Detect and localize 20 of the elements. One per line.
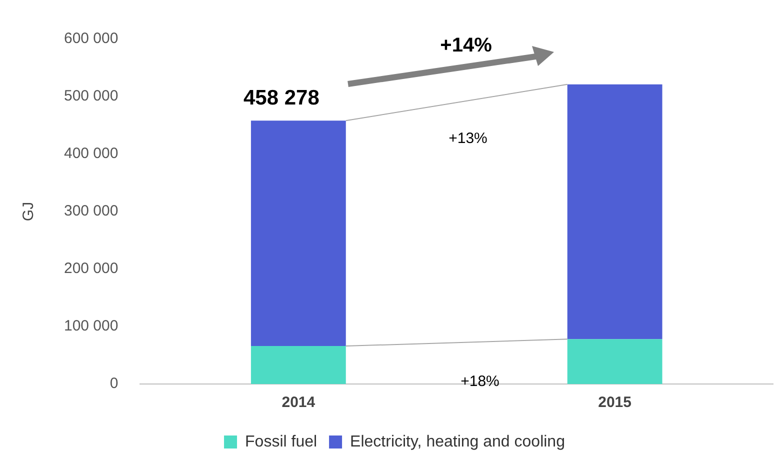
bar [567,84,662,340]
y-tick-label: 500 000 [64,88,118,105]
y-tick-label: 100 000 [64,318,118,335]
legend-label: Fossil fuel [245,433,318,450]
bar [250,120,346,346]
y-axis-title: GJ [20,202,38,222]
x-tick-label: 2014 [282,394,316,412]
bar [250,346,346,384]
y-tick-label: 0 [110,375,118,392]
x-tick-label: 2015 [598,394,632,412]
y-tick-label: 200 000 [64,260,118,278]
y-tick-label: 400 000 [64,145,118,162]
legend-label: Electricity, heating and cooling [350,433,565,450]
y-tick-label: 300 000 [64,202,118,220]
annotation: +13% [448,130,488,148]
annotation: 458 278 [243,86,320,110]
y-tick-label: 600 000 [64,30,118,48]
bar [567,339,662,384]
annotation: +18% [460,373,500,390]
annotation: +14% [440,34,492,57]
